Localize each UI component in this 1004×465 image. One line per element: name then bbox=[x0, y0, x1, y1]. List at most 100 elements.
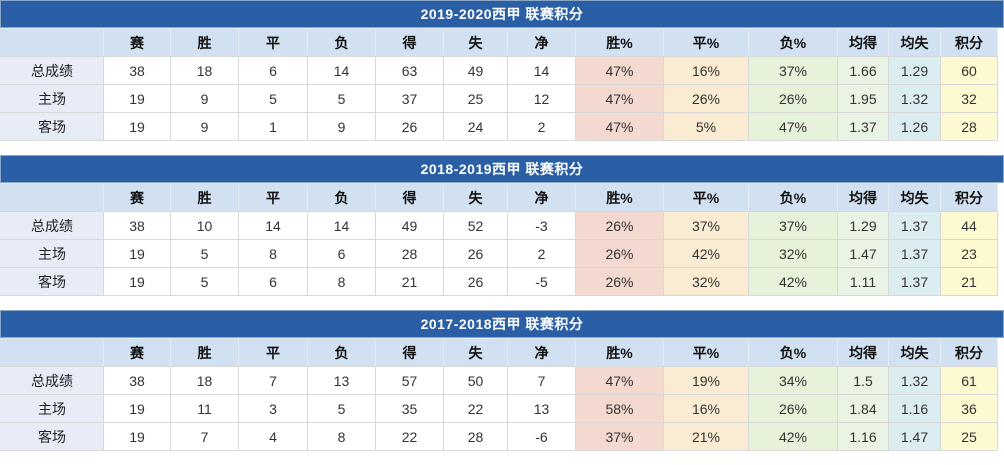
cell-col-played: 19 bbox=[103, 112, 171, 141]
cell-col-played: 19 bbox=[103, 422, 171, 451]
cell-col-lost: 13 bbox=[307, 366, 376, 395]
cell-col-goal-diff: 2 bbox=[507, 239, 576, 268]
cell-col-played: 19 bbox=[103, 239, 171, 268]
column-header-col-lost: 负 bbox=[307, 338, 376, 367]
table-title: 2017-2018西甲 联赛积分 bbox=[0, 310, 1004, 338]
row-label: 客场 bbox=[0, 422, 104, 451]
cell-col-avg-for: 1.84 bbox=[837, 394, 889, 423]
column-header-col-lose-pct: 负% bbox=[748, 28, 838, 57]
cell-col-avg-for: 1.29 bbox=[837, 211, 889, 240]
cell-col-won: 7 bbox=[170, 422, 239, 451]
cell-col-lost: 6 bbox=[307, 239, 376, 268]
cell-col-drawn: 6 bbox=[238, 56, 308, 85]
cell-col-draw-pct: 19% bbox=[663, 366, 749, 395]
cell-col-goal-diff: -3 bbox=[507, 211, 576, 240]
column-header-col-lose-pct: 负% bbox=[748, 183, 838, 212]
column-header-col-drawn: 平 bbox=[238, 28, 308, 57]
cell-col-avg-against: 1.29 bbox=[888, 56, 941, 85]
column-header-col-goals-for: 得 bbox=[375, 338, 444, 367]
cell-col-lost: 5 bbox=[307, 394, 376, 423]
cell-col-goals-for: 22 bbox=[375, 422, 444, 451]
column-header-col-won: 胜 bbox=[170, 28, 239, 57]
row-label: 总成绩 bbox=[0, 211, 104, 240]
cell-col-lost: 8 bbox=[307, 267, 376, 296]
row-home: 主场 19 11 3 5 35 22 13 58% 16% 26% 1.84 1.16 36 bbox=[0, 394, 998, 423]
column-header-col-draw-pct: 平% bbox=[663, 338, 749, 367]
cell-col-avg-for: 1.16 bbox=[837, 422, 889, 451]
cell-col-goals-for: 26 bbox=[375, 112, 444, 141]
column-header-col-lost: 负 bbox=[307, 183, 376, 212]
cell-col-lose-pct: 47% bbox=[748, 112, 838, 141]
cell-col-avg-for: 1.37 bbox=[837, 112, 889, 141]
cell-col-won: 5 bbox=[170, 239, 239, 268]
cell-col-drawn: 8 bbox=[238, 239, 308, 268]
header-row: 赛胜平负得失净胜% 平% 负% 均得 均失 积分 bbox=[0, 28, 998, 57]
cell-col-win-pct: 47% bbox=[575, 366, 664, 395]
table-title: 2019-2020西甲 联赛积分 bbox=[0, 0, 1004, 28]
cell-col-avg-for: 1.95 bbox=[837, 84, 889, 113]
cell-col-lose-pct: 26% bbox=[748, 84, 838, 113]
cell-col-avg-for: 1.5 bbox=[837, 366, 889, 395]
corner-header bbox=[0, 28, 104, 57]
cell-col-goals-for: 63 bbox=[375, 56, 444, 85]
cell-col-played: 19 bbox=[103, 84, 171, 113]
cell-col-won: 9 bbox=[170, 84, 239, 113]
column-header-col-avg-for: 均得 bbox=[837, 28, 889, 57]
cell-col-drawn: 4 bbox=[238, 422, 308, 451]
column-header-col-draw-pct: 平% bbox=[663, 28, 749, 57]
stats-table: 赛胜平负得失净胜% 平% 负% 均得 均失 积分 总成绩 38 18 7 13 57 50 7 47% 19%… bbox=[0, 338, 998, 451]
column-header-col-points: 积分 bbox=[940, 338, 998, 367]
cell-col-goal-diff: -5 bbox=[507, 267, 576, 296]
cell-col-win-pct: 47% bbox=[575, 56, 664, 85]
cell-col-points: 21 bbox=[940, 267, 998, 296]
column-header-col-points: 积分 bbox=[940, 183, 998, 212]
column-header-col-goals-against: 失 bbox=[443, 28, 508, 57]
cell-col-goals-for: 28 bbox=[375, 239, 444, 268]
column-header-col-points: 积分 bbox=[940, 28, 998, 57]
column-header-col-goals-against: 失 bbox=[443, 338, 508, 367]
column-header-col-played: 赛 bbox=[103, 338, 171, 367]
cell-col-draw-pct: 16% bbox=[663, 394, 749, 423]
column-header-col-lost: 负 bbox=[307, 28, 376, 57]
row-total: 总成绩 38 18 6 14 63 49 14 47% 16% 37% 1.66 1.29 60 bbox=[0, 56, 998, 85]
cell-col-drawn: 3 bbox=[238, 394, 308, 423]
cell-col-goal-diff: -6 bbox=[507, 422, 576, 451]
cell-col-goal-diff: 13 bbox=[507, 394, 576, 423]
cell-col-draw-pct: 5% bbox=[663, 112, 749, 141]
cell-col-won: 5 bbox=[170, 267, 239, 296]
cell-col-lose-pct: 26% bbox=[748, 394, 838, 423]
cell-col-draw-pct: 32% bbox=[663, 267, 749, 296]
row-home: 主场 19 5 8 6 28 26 2 26% 42% 32% 1.47 1.37 23 bbox=[0, 239, 998, 268]
cell-col-points: 25 bbox=[940, 422, 998, 451]
cell-col-won: 9 bbox=[170, 112, 239, 141]
cell-col-lost: 9 bbox=[307, 112, 376, 141]
column-header-col-played: 赛 bbox=[103, 183, 171, 212]
cell-col-goals-for: 37 bbox=[375, 84, 444, 113]
cell-col-win-pct: 47% bbox=[575, 84, 664, 113]
cell-col-goal-diff: 7 bbox=[507, 366, 576, 395]
row-away: 客场 19 9 1 9 26 24 2 47% 5% 47% 1.37 1.26 28 bbox=[0, 112, 998, 141]
cell-col-win-pct: 58% bbox=[575, 394, 664, 423]
column-header-col-goal-diff: 净 bbox=[507, 338, 576, 367]
cell-col-avg-against: 1.37 bbox=[888, 267, 941, 296]
header-row: 赛胜平负得失净胜% 平% 负% 均得 均失 积分 bbox=[0, 338, 998, 367]
cell-col-draw-pct: 16% bbox=[663, 56, 749, 85]
row-away: 客场 19 5 6 8 21 26 -5 26% 32% 42% 1.11 1.37 21 bbox=[0, 267, 998, 296]
column-header-col-avg-against: 均失 bbox=[888, 183, 941, 212]
column-header-col-won: 胜 bbox=[170, 183, 239, 212]
cell-col-won: 11 bbox=[170, 394, 239, 423]
cell-col-drawn: 14 bbox=[238, 211, 308, 240]
cell-col-win-pct: 26% bbox=[575, 211, 664, 240]
column-header-col-avg-against: 均失 bbox=[888, 28, 941, 57]
column-header-col-win-pct: 胜% bbox=[575, 183, 664, 212]
row-label: 主场 bbox=[0, 239, 104, 268]
cell-col-points: 60 bbox=[940, 56, 998, 85]
column-header-col-goals-for: 得 bbox=[375, 183, 444, 212]
cell-col-lost: 14 bbox=[307, 56, 376, 85]
cell-col-goals-against: 22 bbox=[443, 394, 508, 423]
cell-col-avg-against: 1.47 bbox=[888, 422, 941, 451]
cell-col-lose-pct: 32% bbox=[748, 239, 838, 268]
column-header-col-goals-for: 得 bbox=[375, 28, 444, 57]
league-points-page: 2019-2020西甲 联赛积分赛胜平负得失净胜% 平% 负% 均得 均失 积分 总成绩 38… bbox=[0, 0, 1004, 451]
cell-col-win-pct: 37% bbox=[575, 422, 664, 451]
